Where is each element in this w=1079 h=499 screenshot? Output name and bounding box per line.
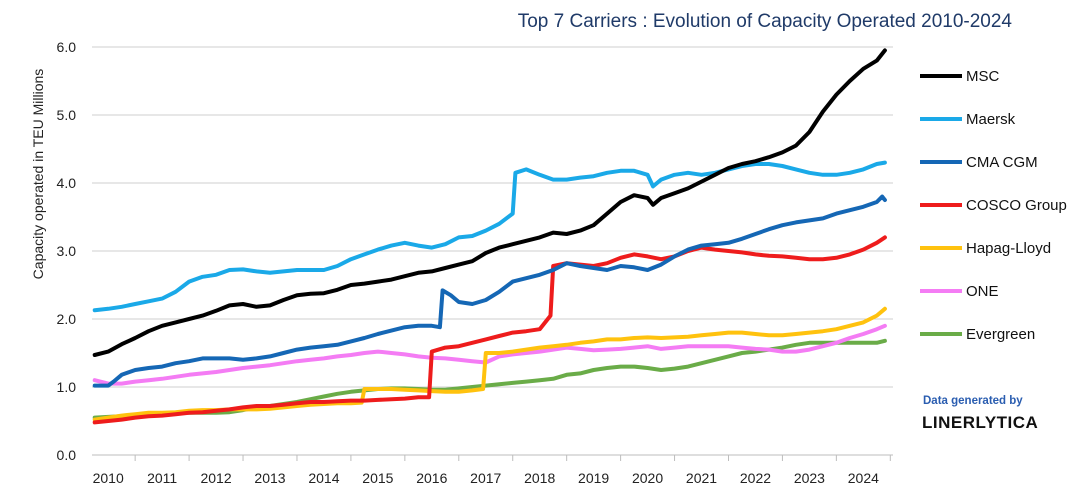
- x-tick-labels: 2010 2011 2012 2013 2014 2015 2016 2017 2018 2019…: [93, 470, 880, 486]
- legend-label-hapag-lloyd: Hapag-Lloyd: [966, 240, 1051, 257]
- x-tick-label: 2018: [524, 470, 555, 486]
- legend-label-msc: MSC: [966, 68, 1000, 85]
- x-tick-label: 2010: [93, 470, 124, 486]
- y-tick-label: 1.0: [57, 379, 77, 395]
- legend-label-maersk: Maersk: [966, 111, 1016, 128]
- y-axis-label: Capacity operated in TEU Millions: [30, 69, 46, 280]
- x-tick-label: 2015: [362, 470, 393, 486]
- x-tick-label: 2023: [794, 470, 825, 486]
- series-line-evergreen: [92, 338, 887, 420]
- series-line-cosco-group: [92, 235, 887, 425]
- x-tick-label: 2012: [200, 470, 231, 486]
- x-tick-label: 2014: [308, 470, 339, 486]
- axes: [92, 454, 893, 461]
- series-line-maersk: [92, 160, 887, 313]
- y-tick-label: 3.0: [57, 243, 77, 259]
- credit-brand: LINERLYTICA: [922, 413, 1038, 432]
- x-tick-label: 2011: [147, 470, 177, 486]
- credit-caption: Data generated by: [923, 395, 1023, 407]
- series-line-one: [92, 323, 887, 386]
- chart-title: Top 7 Carriers : Evolution of Capacity O…: [518, 11, 1013, 32]
- legend-label-cma-cgm: CMA CGM: [966, 154, 1038, 171]
- series-lines: [92, 48, 887, 425]
- x-tick-label: 2020: [632, 470, 663, 486]
- x-tick-label: 2021: [686, 470, 717, 486]
- x-tick-label: 2013: [254, 470, 285, 486]
- x-tick-label: 2024: [848, 470, 879, 486]
- legend-label-cosco-group: COSCO Group: [966, 197, 1067, 214]
- x-tick-label: 2019: [578, 470, 609, 486]
- y-tick-label: 4.0: [57, 175, 77, 191]
- y-tick-label: 0.0: [57, 447, 77, 463]
- y-tick-labels: 0.0 1.0 2.0 3.0 4.0 5.0 6.0: [57, 39, 77, 463]
- y-tick-label: 5.0: [57, 107, 77, 123]
- series-line-hapag-lloyd: [92, 306, 887, 422]
- legend: MSC Maersk CMA CGM COSCO Group Hapag-Lloyd ON…: [920, 68, 1067, 343]
- legend-label-one: ONE: [966, 283, 999, 300]
- y-tick-label: 2.0: [57, 311, 77, 327]
- x-tick-label: 2022: [740, 470, 771, 486]
- series-line-msc: [92, 48, 887, 357]
- x-tick-label: 2016: [416, 470, 447, 486]
- series-line-cma-cgm: [92, 194, 887, 388]
- legend-label-evergreen: Evergreen: [966, 326, 1035, 343]
- y-tick-label: 6.0: [57, 39, 77, 55]
- x-tick-label: 2017: [470, 470, 501, 486]
